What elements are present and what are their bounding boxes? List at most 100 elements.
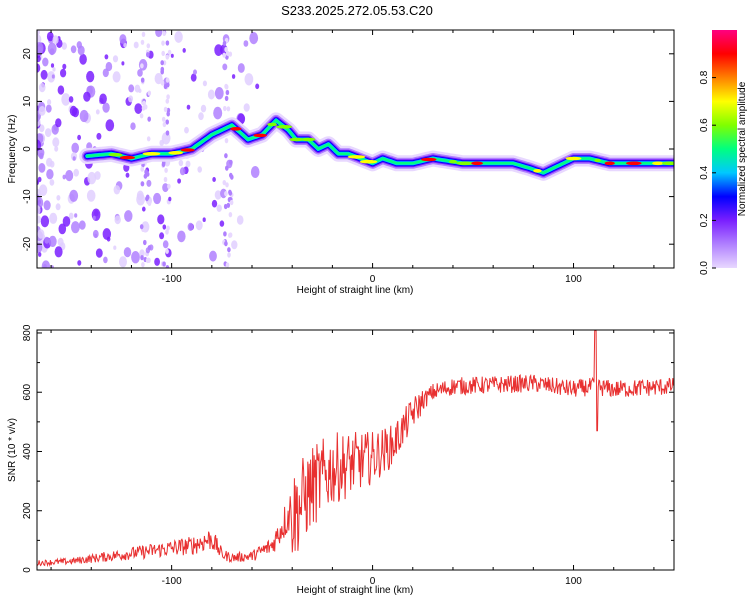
noise-blob xyxy=(46,169,54,180)
noise-blob xyxy=(162,240,169,249)
noise-blob xyxy=(195,220,203,231)
noise-blob xyxy=(177,230,186,243)
noise-blob xyxy=(162,121,167,128)
noise-blob xyxy=(154,257,161,266)
noise-blob xyxy=(102,102,110,113)
noise-blob xyxy=(187,222,194,231)
noise-blob xyxy=(102,228,112,240)
ridge-peak xyxy=(449,159,457,164)
noise-blob xyxy=(114,215,121,225)
ridge-peak xyxy=(652,161,664,166)
ridge-peak xyxy=(276,125,293,129)
noise-blob xyxy=(147,116,151,122)
snr-y-label: SNR (10 * v/v) xyxy=(7,418,18,482)
noise-blob xyxy=(200,104,207,113)
noise-blob xyxy=(224,83,228,89)
noise-blob xyxy=(123,247,132,258)
noise-blob xyxy=(37,205,41,215)
noise-blob xyxy=(61,42,67,50)
noise-blob xyxy=(231,74,236,79)
noise-blob xyxy=(113,245,117,250)
spectrogram-y-ticks: -20 -10 0 10 20 xyxy=(22,48,674,251)
ridge-peak xyxy=(662,161,674,166)
noise-blob xyxy=(202,217,206,222)
noise-blob xyxy=(207,89,215,100)
noise-blob xyxy=(193,69,197,75)
noise-blob xyxy=(147,245,152,251)
noise-blob xyxy=(119,34,127,44)
noise-blob xyxy=(228,189,232,195)
snr-frame xyxy=(36,329,675,571)
noise-blob xyxy=(46,157,53,167)
noise-blob xyxy=(146,43,151,49)
noise-blob xyxy=(77,134,81,141)
noise-blob xyxy=(123,42,127,48)
noise-blob xyxy=(140,39,145,45)
noise-blob xyxy=(113,185,121,195)
y-tick-label: 600 xyxy=(22,383,33,400)
ridge-peak xyxy=(267,122,277,127)
noise-blob xyxy=(202,80,207,87)
noise-blob xyxy=(145,196,149,202)
noise-blob xyxy=(52,35,59,45)
noise-blob xyxy=(225,262,230,268)
noise-blob xyxy=(223,105,227,112)
noise-blob xyxy=(140,166,144,172)
noise-blob xyxy=(42,57,49,67)
noise-blob xyxy=(249,31,259,45)
x-tick-label: 0 xyxy=(370,274,376,285)
noise-blob xyxy=(146,179,152,187)
spectrogram-image xyxy=(37,30,674,268)
noise-blob xyxy=(243,40,249,47)
noise-blob xyxy=(62,174,66,180)
noise-blob xyxy=(162,30,166,36)
noise-blob xyxy=(165,265,170,268)
y-tick-label: 0 xyxy=(22,567,33,573)
noise-blob xyxy=(139,113,144,119)
noise-blob xyxy=(112,55,119,63)
noise-blob xyxy=(186,104,191,110)
noise-blob xyxy=(46,31,54,42)
noise-blob xyxy=(60,68,67,78)
ridge-peak xyxy=(108,152,123,157)
noise-blob xyxy=(71,142,79,154)
ridge-peak xyxy=(253,133,267,138)
noise-blob xyxy=(227,247,231,253)
noise-blob xyxy=(224,191,228,197)
noise-blob xyxy=(38,82,46,93)
noise-blob xyxy=(147,200,152,206)
ridge-peak xyxy=(533,169,542,173)
noise-blob xyxy=(231,240,238,250)
noise-blob xyxy=(165,77,170,83)
noise-blob xyxy=(119,256,127,268)
y-tick-label: 800 xyxy=(22,324,33,341)
noise-blob xyxy=(224,241,228,247)
noise-blob xyxy=(250,166,260,178)
noise-blob xyxy=(55,203,61,211)
snr-panel: -100 0 100 0 200 400 600 800 Height of straigh… xyxy=(7,324,675,596)
noise-blob xyxy=(214,87,224,100)
noise-blob xyxy=(78,220,86,230)
ridge-peak xyxy=(230,127,242,131)
noise-blob xyxy=(225,165,229,171)
noise-blob xyxy=(69,189,79,202)
x-tick-label: 100 xyxy=(565,274,582,285)
colorbar-label: Normalized spectral amplitude xyxy=(737,81,748,216)
ridge-peak xyxy=(421,157,437,162)
colorbar: 0.0 0.2 0.4 0.6 0.8 Normalized spectral ampl… xyxy=(699,30,748,275)
noise-blob xyxy=(74,213,78,218)
noise-blob xyxy=(142,100,146,106)
noise-blob xyxy=(166,94,170,100)
ridge-peak xyxy=(180,148,195,152)
colorbar-tick-label: 0.4 xyxy=(699,165,710,179)
noise-blob xyxy=(49,212,58,224)
noise-blob xyxy=(52,67,56,72)
noise-blob xyxy=(128,95,134,103)
noise-blob xyxy=(228,212,233,218)
noise-blob xyxy=(143,104,148,110)
noise-blob xyxy=(178,159,184,167)
noise-blob xyxy=(184,126,189,134)
noise-blob xyxy=(38,163,46,173)
noise-blob xyxy=(145,257,150,264)
noise-blob xyxy=(77,260,82,266)
